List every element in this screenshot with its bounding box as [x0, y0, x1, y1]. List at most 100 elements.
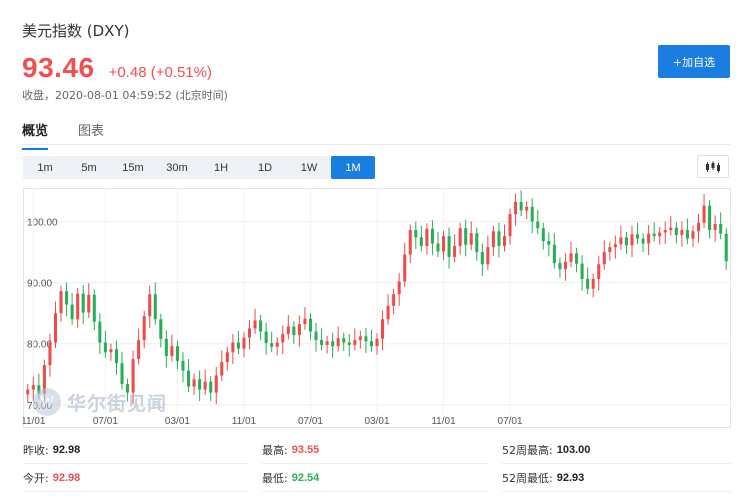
- candle-body: [436, 243, 440, 252]
- candle-body: [458, 228, 462, 246]
- candle-body: [87, 294, 91, 313]
- candle-body: [514, 201, 518, 215]
- add-to-watchlist-button[interactable]: +加自选: [658, 45, 730, 78]
- range-15m-button[interactable]: 15m: [122, 161, 144, 174]
- candle-body: [369, 341, 373, 347]
- stat-label: 52周最低:: [502, 471, 553, 485]
- candle-body: [181, 360, 185, 371]
- candle-body: [209, 381, 213, 393]
- stat-label: 昨收:: [23, 443, 49, 457]
- candle-body: [430, 228, 434, 244]
- candle-body: [563, 261, 567, 270]
- candle-body: [170, 346, 174, 356]
- range-1h-button[interactable]: 1H: [213, 161, 229, 174]
- candle-body: [597, 264, 601, 279]
- candle-body: [70, 304, 74, 320]
- candle-body: [602, 252, 606, 265]
- range-1m-button[interactable]: 1m: [37, 161, 53, 174]
- stat-value: 92.93: [556, 471, 585, 484]
- candle-body: [685, 230, 689, 239]
- last-price: 93.46: [22, 52, 95, 83]
- candle-body: [31, 385, 35, 390]
- candle-body: [159, 319, 163, 339]
- candle-body: [175, 346, 179, 361]
- candle-body: [26, 389, 30, 395]
- candle-body: [53, 313, 58, 343]
- candle-body: [37, 385, 41, 394]
- candle-body: [264, 331, 268, 344]
- stat-value: 92.54: [291, 471, 320, 484]
- candle-body: [619, 237, 623, 245]
- range-5m-button[interactable]: 5m: [81, 161, 97, 174]
- candle-body: [386, 305, 390, 320]
- candle-body: [48, 342, 52, 366]
- stat-high: 最高: 93.55: [262, 436, 488, 464]
- candle-body: [126, 384, 130, 393]
- candle-body: [192, 379, 196, 387]
- candle-body: [674, 227, 678, 235]
- candle-body: [525, 206, 529, 211]
- candle-body: [281, 333, 285, 343]
- candle-body: [187, 370, 191, 387]
- view-tabs: 概览 图表: [22, 120, 134, 150]
- candle-body: [242, 337, 246, 349]
- candle-body: [680, 230, 684, 235]
- candle-body: [414, 230, 418, 238]
- candle-body: [464, 228, 468, 245]
- candle-body: [469, 233, 473, 245]
- stat-open: 今开: 92.98: [23, 464, 249, 492]
- candle-body: [636, 234, 640, 239]
- candle-body: [131, 359, 135, 393]
- candle-body: [547, 241, 551, 245]
- stat-low: 最低: 92.54: [262, 464, 488, 492]
- tab-chart[interactable]: 图表: [78, 124, 105, 139]
- x-tick-label: 07/01: [298, 416, 323, 427]
- candle-body: [231, 342, 235, 353]
- stat-value: 92.98: [52, 471, 81, 484]
- candle-body: [641, 238, 645, 244]
- candle-body: [214, 375, 218, 393]
- candle-body: [408, 230, 412, 255]
- stat-value: 93.55: [291, 443, 320, 456]
- candle-body: [92, 294, 96, 322]
- candle-body: [724, 233, 728, 262]
- candle-body: [630, 234, 634, 246]
- candle-body: [569, 253, 573, 262]
- y-tick-label: 90.00: [27, 279, 52, 290]
- candle-body: [591, 278, 595, 289]
- candle-body: [713, 223, 717, 231]
- stats-row: 昨收: 92.98 最高: 93.55 52周最高: 103.00: [23, 436, 731, 464]
- range-30m-button[interactable]: 30m: [166, 161, 188, 174]
- x-tick-label: 11/01: [431, 416, 456, 427]
- range-1w-button[interactable]: 1W: [300, 161, 318, 174]
- candle-body: [336, 338, 340, 347]
- candle-body: [586, 278, 590, 289]
- stat-label: 今开:: [23, 471, 49, 485]
- price-row: 93.46 +0.48 (+0.51%): [22, 52, 212, 84]
- candle-body: [347, 342, 351, 345]
- x-tick-label: 11/01: [232, 416, 257, 427]
- candle-body: [502, 236, 507, 246]
- candle-body: [453, 245, 457, 257]
- candle-body: [519, 201, 523, 211]
- candle-body: [669, 227, 673, 231]
- candle-body: [286, 326, 290, 334]
- chart-type-button[interactable]: [697, 155, 729, 178]
- candle-body: [203, 381, 207, 390]
- range-1mo-button[interactable]: 1M: [331, 156, 375, 179]
- candle-body: [259, 320, 263, 332]
- candle-body: [691, 231, 695, 239]
- candle-body: [486, 247, 490, 265]
- stat-value: 103.00: [556, 443, 591, 456]
- candle-body: [270, 343, 274, 347]
- candle-body: [580, 263, 584, 279]
- candle-body: [109, 349, 113, 353]
- candle-body: [42, 365, 46, 394]
- range-1d-button[interactable]: 1D: [257, 161, 273, 174]
- tab-overview[interactable]: 概览: [22, 120, 49, 150]
- candle-body: [59, 291, 63, 314]
- candle-body: [164, 338, 168, 356]
- candle-body: [497, 231, 501, 246]
- candle-body: [696, 222, 701, 232]
- price-chart[interactable]: 100.00 90.00 80.00 70.00 11/01 07/01 03/01 11/0…: [23, 188, 731, 428]
